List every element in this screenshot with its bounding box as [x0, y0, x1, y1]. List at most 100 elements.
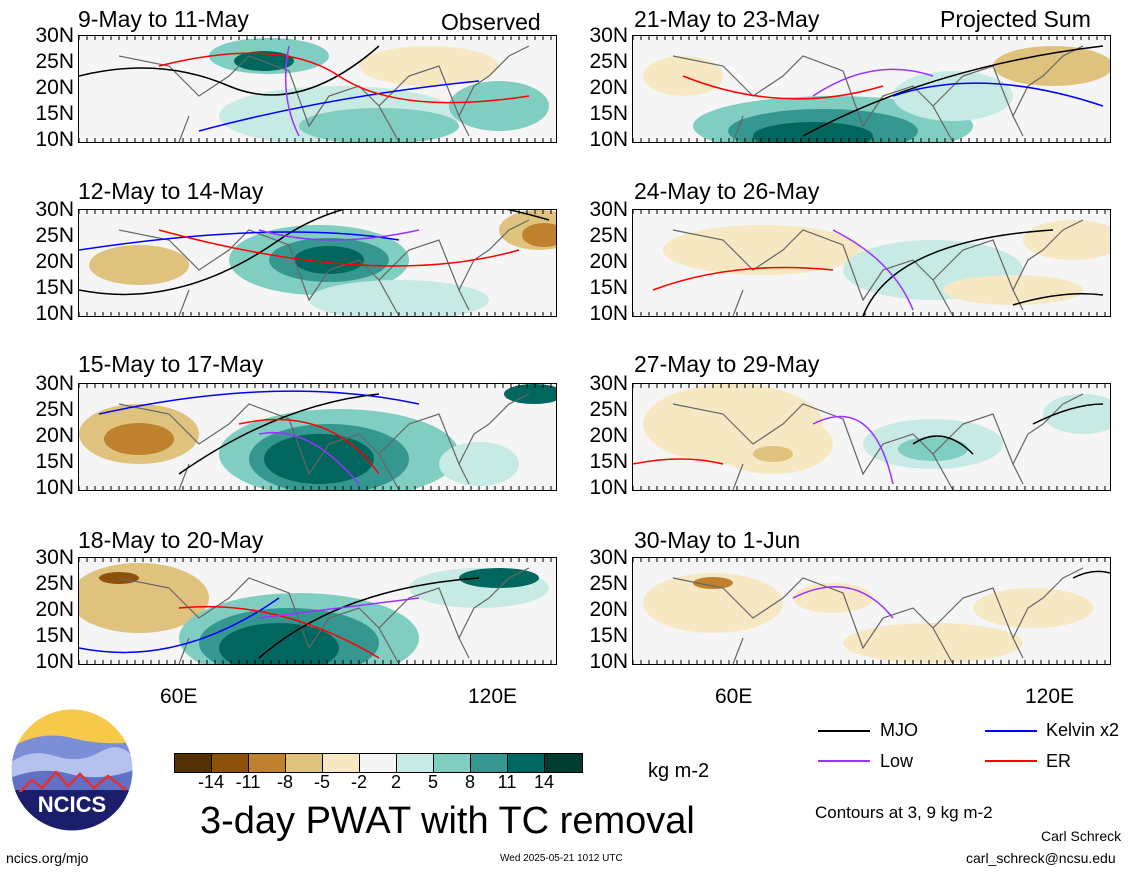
colorbar-swatch: [545, 754, 582, 772]
colorbar-swatch: [508, 754, 545, 772]
lat-label: 25N: [35, 572, 74, 595]
panel-title-6: 24-May to 26-May: [634, 178, 820, 204]
colorbar-tick: -11: [235, 772, 261, 792]
coastline: [118, 45, 530, 142]
map-panel-1: [78, 35, 557, 143]
lat-label: 25N: [589, 572, 628, 595]
footer-author: Carl Schreck: [1041, 828, 1122, 844]
wave-contour: [258, 597, 420, 619]
lat-label: 10N: [589, 650, 628, 673]
main-title: 3-day PWAT with TC removal: [200, 800, 695, 842]
wave-contour: [633, 458, 724, 465]
lat-label: 15N: [35, 102, 74, 125]
colorbar-swatch: [175, 754, 212, 772]
footer-email: carl_schreck@ncsu.edu: [966, 850, 1116, 866]
panel-title-2: 12-May to 14-May: [78, 178, 264, 204]
wave-contour: [158, 229, 520, 267]
wave-contour: [238, 418, 380, 475]
footer-timestamp: Wed 2025-05-21 1012 UTC: [500, 853, 623, 864]
lat-label: 30N: [589, 546, 628, 569]
lat-label: 30N: [35, 546, 74, 569]
lat-label: 25N: [35, 224, 74, 247]
pwat-anomaly-region: [893, 71, 1013, 121]
pwat-anomaly-region: [89, 245, 189, 285]
wave-contour: [98, 390, 420, 415]
colorbar-tick: -5: [313, 772, 330, 792]
wave-contour: [892, 82, 1104, 107]
legend-low-line: [818, 760, 870, 762]
coastline: [672, 219, 1084, 316]
wave-contour: [79, 597, 280, 654]
pwat-anomaly-region: [504, 384, 556, 404]
pwat-anomaly-region: [294, 246, 364, 274]
pwat-anomaly-region: [309, 280, 489, 316]
colorbar-swatch: [434, 754, 471, 772]
colorbar-swatch: [360, 754, 397, 772]
pwat-anomaly-region: [449, 81, 549, 131]
lat-label: 15N: [589, 102, 628, 125]
colorbar-tick: 8: [464, 772, 475, 792]
colorbar-tick: 2: [390, 772, 401, 792]
wave-contour: [258, 577, 480, 659]
pwat-anomaly-region: [119, 116, 199, 136]
colorbar-swatch: [249, 754, 286, 772]
lat-label: 20N: [35, 76, 74, 99]
lat-label: 25N: [589, 50, 628, 73]
wave-contour: [912, 435, 974, 455]
map-panel-4: [78, 557, 557, 665]
lat-label: 25N: [35, 50, 74, 73]
panel-title-5: 21-May to 23-May: [634, 6, 820, 32]
lat-label: 25N: [35, 398, 74, 421]
lat-label: 20N: [589, 598, 628, 621]
lat-label: 20N: [589, 76, 628, 99]
logo-text: NCICS: [37, 792, 107, 817]
lon-label-60e-right: 60E: [715, 685, 753, 708]
panel-title-4: 18-May to 20-May: [78, 527, 264, 553]
legend-kelvin-line: [985, 730, 1037, 732]
coastline: [672, 567, 1084, 664]
pwat-anomaly-region: [753, 446, 793, 462]
colorbar-swatch: [212, 754, 249, 772]
legend-mjo-label: MJO: [880, 720, 918, 740]
lon-label-120e-left: 120E: [468, 685, 518, 708]
wave-contour: [258, 431, 360, 485]
lat-label: 15N: [35, 624, 74, 647]
colorbar-tick: 11: [497, 772, 517, 792]
pwat-anomaly-region: [359, 46, 499, 86]
footer-url: ncics.org/mjo: [6, 850, 89, 866]
lat-label: 15N: [35, 450, 74, 473]
pwat-anomaly-region: [439, 442, 519, 486]
pwat-anomaly-region: [104, 423, 174, 455]
legend-kelvin-label: Kelvin x2: [1046, 720, 1120, 740]
colorbar-unit: kg m-2: [648, 760, 710, 782]
panel-title-1: 9-May to 11-May: [78, 6, 249, 32]
lat-label: 30N: [589, 198, 628, 221]
pwat-anomaly-region: [993, 46, 1110, 86]
colorbar: [174, 753, 583, 773]
coastline: [118, 393, 530, 490]
lat-label: 15N: [35, 276, 74, 299]
wave-contour: [1032, 403, 1104, 425]
panel-title-8: 30-May to 1-Jun: [634, 527, 801, 553]
colorbar-tick: 14: [533, 772, 555, 792]
wave-contour: [832, 229, 914, 311]
ncics-logo: NCICS: [10, 708, 134, 832]
legend-low-label: Low: [880, 751, 914, 771]
wave-contour: [1012, 293, 1104, 306]
pwat-anomaly-region: [299, 108, 459, 142]
coastline: [672, 45, 1084, 142]
lat-label: 30N: [589, 24, 628, 47]
lat-label: 10N: [589, 476, 628, 499]
wave-contour: [682, 75, 884, 100]
wave-contour: [802, 45, 1104, 137]
lat-label: 10N: [35, 302, 74, 325]
lat-label: 10N: [589, 128, 628, 151]
pwat-anomaly-region: [898, 437, 968, 461]
lat-label: 20N: [35, 598, 74, 621]
observed-label: Observed: [441, 9, 541, 35]
lat-label: 30N: [589, 372, 628, 395]
lat-label: 20N: [589, 250, 628, 273]
colorbar-tick: -14: [197, 772, 224, 792]
pwat-anomaly-region: [843, 623, 1023, 663]
wave-contour: [1072, 570, 1110, 579]
